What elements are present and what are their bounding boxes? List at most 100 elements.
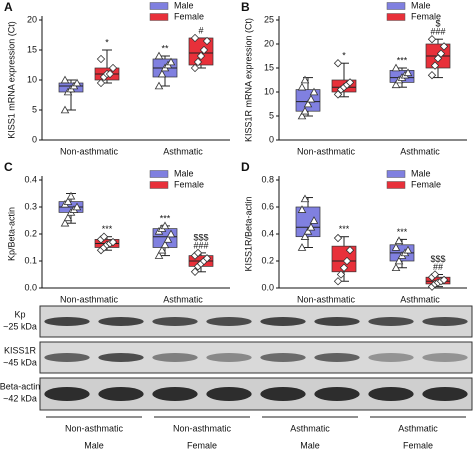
significance-label: ###: [430, 27, 445, 37]
y-tick-label: 0.0: [24, 282, 37, 292]
data-point: [333, 59, 343, 68]
blot-band: [44, 387, 90, 401]
legend-swatch: [149, 2, 169, 10]
data-point: [391, 80, 401, 89]
y-tick-label: 0.2: [24, 228, 37, 238]
blot-row-label: ~42 kDa: [3, 393, 37, 403]
data-point: [439, 275, 449, 285]
y-tick-label: 15: [27, 44, 37, 54]
blot-band: [98, 353, 144, 362]
data-point: [345, 78, 355, 87]
data-point: [306, 94, 316, 103]
significance-label: $$$: [193, 232, 208, 242]
blot-band: [422, 317, 468, 326]
blot-band: [314, 353, 360, 362]
data-point: [339, 263, 349, 272]
legend-label: Female: [411, 179, 441, 189]
data-point: [391, 63, 401, 72]
data-point: [297, 111, 307, 120]
data-point: [63, 197, 73, 205]
significance-label: *: [105, 37, 109, 47]
blot-band: [206, 387, 252, 401]
data-point: [342, 256, 352, 266]
data-point: [166, 57, 176, 66]
x-tick-label: Asthmatic: [400, 146, 440, 156]
group-label: Male: [84, 440, 104, 450]
data-point: [394, 256, 404, 265]
blot-band: [368, 353, 414, 362]
data-point: [163, 234, 173, 243]
data-point: [72, 78, 82, 87]
y-tick-label: 0.2: [261, 255, 274, 265]
data-point: [309, 216, 319, 224]
y-tick-label: 0.0: [261, 282, 274, 292]
legend-swatch: [386, 181, 406, 189]
data-point: [403, 245, 413, 254]
data-point: [60, 75, 70, 84]
data-point: [394, 236, 404, 245]
data-point: [66, 191, 76, 200]
legend-swatch: [386, 170, 406, 178]
data-point: [190, 33, 200, 43]
significance-label: $: [435, 19, 440, 29]
data-point: [345, 246, 355, 255]
data-point: [160, 221, 170, 230]
y-tick-label: 5: [32, 104, 37, 114]
y-tick-label: 10: [27, 74, 37, 84]
y-tick-label: 5: [269, 110, 274, 120]
significance-label: ***: [397, 55, 408, 65]
x-tick-label: Non-asthmatic: [60, 294, 119, 304]
data-point: [391, 263, 401, 272]
significance-label: ***: [339, 224, 350, 234]
data-point: [300, 232, 310, 240]
data-point: [297, 243, 307, 251]
y-tick-label: 0: [32, 134, 37, 144]
legend-swatch: [149, 13, 169, 21]
blot-band: [422, 387, 468, 401]
data-point: [108, 237, 118, 247]
significance-label: **: [161, 43, 169, 53]
blot-band: [152, 387, 198, 401]
data-point: [190, 63, 200, 73]
data-point: [336, 270, 346, 279]
x-tick-label: Non-asthmatic: [297, 294, 356, 304]
data-point: [60, 105, 70, 114]
group-label: Male: [300, 440, 320, 450]
group-label: Non-asthmatic: [65, 423, 124, 433]
legend-label: Male: [174, 0, 194, 10]
blot-row-label: Beta-actin: [0, 381, 40, 391]
data-point: [300, 194, 310, 203]
significance-label: ###: [193, 240, 208, 250]
blot-band: [206, 317, 252, 326]
data-point: [190, 267, 200, 276]
data-point: [193, 57, 203, 67]
blot-band: [368, 317, 414, 326]
data-point: [333, 90, 343, 99]
y-tick-label: 0.3: [24, 201, 37, 211]
blot-band: [98, 317, 144, 326]
data-point: [99, 232, 109, 241]
data-point: [303, 226, 313, 235]
data-point: [105, 69, 115, 79]
data-point: [427, 35, 437, 44]
blot-band: [314, 317, 360, 326]
significance-label: ##: [433, 262, 443, 272]
data-point: [96, 78, 106, 88]
data-point: [154, 81, 164, 90]
data-point: [108, 63, 118, 73]
x-tick-label: Non-asthmatic: [60, 146, 119, 156]
data-point: [154, 51, 164, 60]
panel-letter: A: [4, 0, 13, 14]
data-point: [333, 277, 343, 286]
legend-label: Female: [174, 179, 204, 189]
significance-label: *: [342, 51, 346, 61]
data-point: [439, 42, 449, 51]
y-tick-label: 0: [269, 134, 274, 144]
blot-band: [152, 353, 198, 362]
blot-row-label: ~25 kDa: [3, 321, 37, 331]
data-point: [427, 71, 437, 80]
blot-band: [260, 387, 306, 401]
significance-label: ***: [102, 224, 113, 234]
data-point: [199, 45, 209, 55]
blot-band: [44, 353, 90, 362]
